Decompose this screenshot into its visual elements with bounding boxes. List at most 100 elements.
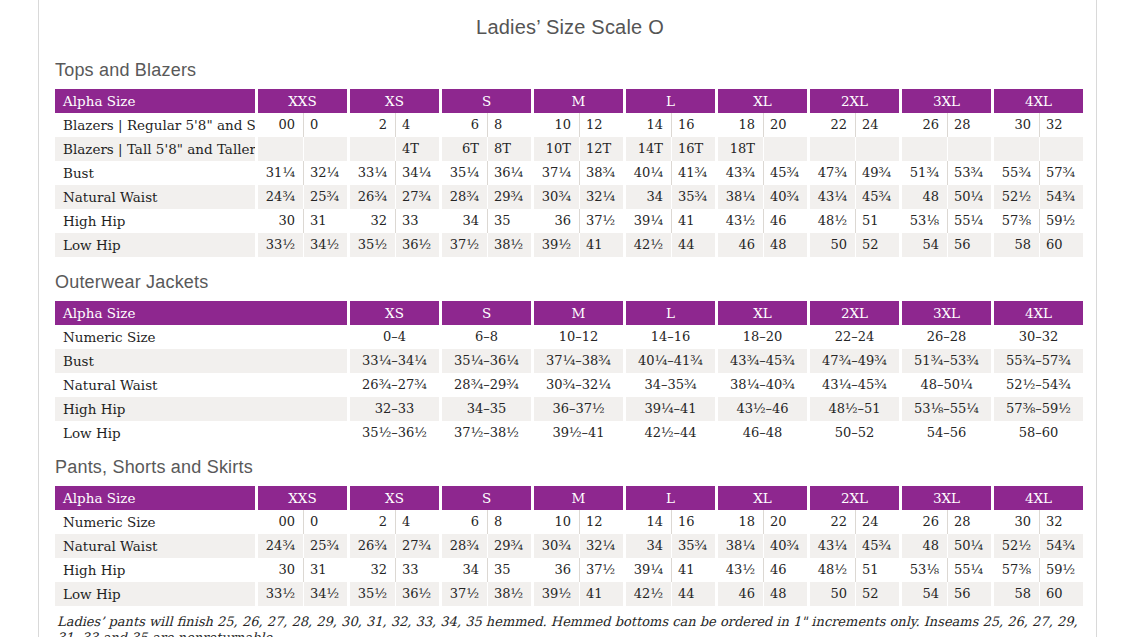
size-cell: 46 xyxy=(763,209,807,233)
size-cell-group: 43½46 xyxy=(718,209,807,233)
table-row: Low Hip33½34½35½36½37½38½39½4142½4446485… xyxy=(55,582,1083,606)
row-label: Low Hip xyxy=(55,421,347,445)
table-row: Natural Waist26¾–27¾28¾–29¾30¾–32¼34–35¾… xyxy=(55,373,1083,397)
size-cell: 37¼–38¾ xyxy=(534,349,623,373)
column-header-alpha-size: Alpha Size xyxy=(55,301,347,325)
size-cell-group: 30¾32¼ xyxy=(534,185,623,209)
column-header-s: S xyxy=(442,486,531,510)
size-cell-group: 24 xyxy=(350,510,439,534)
size-cell: 22–24 xyxy=(810,325,899,349)
size-cell: 48 xyxy=(902,185,947,209)
table-row: High Hip3031323334353637½39¼4143½4648½51… xyxy=(55,558,1083,582)
size-cell-group: 53⅛55¼ xyxy=(902,558,991,582)
size-cell: 35 xyxy=(487,209,531,233)
size-cell xyxy=(303,137,347,161)
size-cell: 51¾ xyxy=(902,161,947,185)
size-cell: 26¾–27¾ xyxy=(350,373,439,397)
size-cell-group: 2628 xyxy=(902,113,991,137)
size-cell: 50¼ xyxy=(947,185,991,209)
size-cell: 26 xyxy=(902,113,947,137)
size-cell: 27¾ xyxy=(395,534,439,558)
size-cell: 39¼ xyxy=(626,209,671,233)
size-cell xyxy=(1039,137,1083,161)
size-cell-group: 1820 xyxy=(718,510,807,534)
size-cell: 55¼ xyxy=(947,558,991,582)
column-header-l: L xyxy=(626,89,715,113)
size-cell: 47¾–49¾ xyxy=(810,349,899,373)
size-cell: 34 xyxy=(626,534,671,558)
size-cell: 4T xyxy=(395,137,439,161)
size-cell-group xyxy=(258,137,347,161)
row-label: Bust xyxy=(55,161,255,185)
size-cell: 37½ xyxy=(442,582,487,606)
size-cell: 53¾ xyxy=(947,161,991,185)
column-header-l: L xyxy=(626,486,715,510)
size-cell-group: 57⅜59½ xyxy=(994,558,1083,582)
size-cell: 32¼ xyxy=(579,185,623,209)
size-cell: 20 xyxy=(763,510,807,534)
size-cell: 29¾ xyxy=(487,185,531,209)
size-cell: 41 xyxy=(579,233,623,257)
size-cell: 22 xyxy=(810,510,855,534)
size-cell: 38½ xyxy=(487,233,531,257)
size-cell-group: 39¼41 xyxy=(626,209,715,233)
column-header-xl: XL xyxy=(718,486,807,510)
size-cell: 43½ xyxy=(718,558,763,582)
size-cell: 49¾ xyxy=(855,161,899,185)
section-title-outerwear-jackets: Outerwear Jackets xyxy=(55,271,1140,293)
size-cell: 35¼ xyxy=(442,161,487,185)
size-cell: 58 xyxy=(994,233,1039,257)
size-cell: 42½ xyxy=(626,233,671,257)
size-cell: 6 xyxy=(442,510,487,534)
size-cell: 31 xyxy=(303,558,347,582)
size-cell-group: 4850¼ xyxy=(902,185,991,209)
size-cell-group: 3032 xyxy=(994,113,1083,137)
size-cell: 43½ xyxy=(718,209,763,233)
size-cell: 25¾ xyxy=(303,534,347,558)
size-cell: 44 xyxy=(671,233,715,257)
size-cell-group: 28¾29¾ xyxy=(442,185,531,209)
column-header-xs: XS xyxy=(350,89,439,113)
table-row: High Hip3031323334353637½39¼4143½4648½51… xyxy=(55,209,1083,233)
size-cell: 38½ xyxy=(487,582,531,606)
size-cell: 24¾ xyxy=(258,185,303,209)
column-header-xl: XL xyxy=(718,301,807,325)
size-cell: 8T xyxy=(487,137,531,161)
size-cell: 38¼ xyxy=(718,534,763,558)
size-cell: 51¾–53¾ xyxy=(902,349,991,373)
size-cell: 55¼ xyxy=(947,209,991,233)
size-cell: 35¼–36¼ xyxy=(442,349,531,373)
column-header-alpha-size: Alpha Size xyxy=(55,89,255,113)
size-cell: 39½–41 xyxy=(534,421,623,445)
size-cell: 30¾ xyxy=(534,534,579,558)
size-cell: 35½ xyxy=(350,582,395,606)
size-cell: 30–32 xyxy=(994,325,1083,349)
size-cell: 35¾ xyxy=(671,185,715,209)
size-cell: 32 xyxy=(350,558,395,582)
size-cell-group: 6T8T xyxy=(442,137,531,161)
size-cell: 32–33 xyxy=(350,397,439,421)
size-cell-group: 4648 xyxy=(718,233,807,257)
size-cell-group: 3233 xyxy=(350,558,439,582)
size-cell: 52½ xyxy=(994,534,1039,558)
page-title: Ladies’ Size Scale O xyxy=(0,0,1140,41)
size-cell: 29¾ xyxy=(487,534,531,558)
size-cell xyxy=(947,137,991,161)
size-cell: 50¼ xyxy=(947,534,991,558)
size-cell: 57⅜–59½ xyxy=(994,397,1083,421)
size-cell: 43¼–45¾ xyxy=(810,373,899,397)
size-cell: 12 xyxy=(579,510,623,534)
size-cell-group: 42½44 xyxy=(626,582,715,606)
size-cell: 57⅜ xyxy=(994,209,1039,233)
size-cell-group: 35½36½ xyxy=(350,582,439,606)
size-cell: 18 xyxy=(718,113,763,137)
size-cell-group: 39½41 xyxy=(534,233,623,257)
size-cell-group: 5052 xyxy=(810,582,899,606)
size-cell-group: 24 xyxy=(350,113,439,137)
size-cell: 59½ xyxy=(1039,209,1083,233)
row-label: Natural Waist xyxy=(55,373,347,397)
size-cell-group: 5860 xyxy=(994,233,1083,257)
size-cell: 34–35 xyxy=(442,397,531,421)
size-cell: 38¼–40¾ xyxy=(718,373,807,397)
column-header-m: M xyxy=(534,301,623,325)
